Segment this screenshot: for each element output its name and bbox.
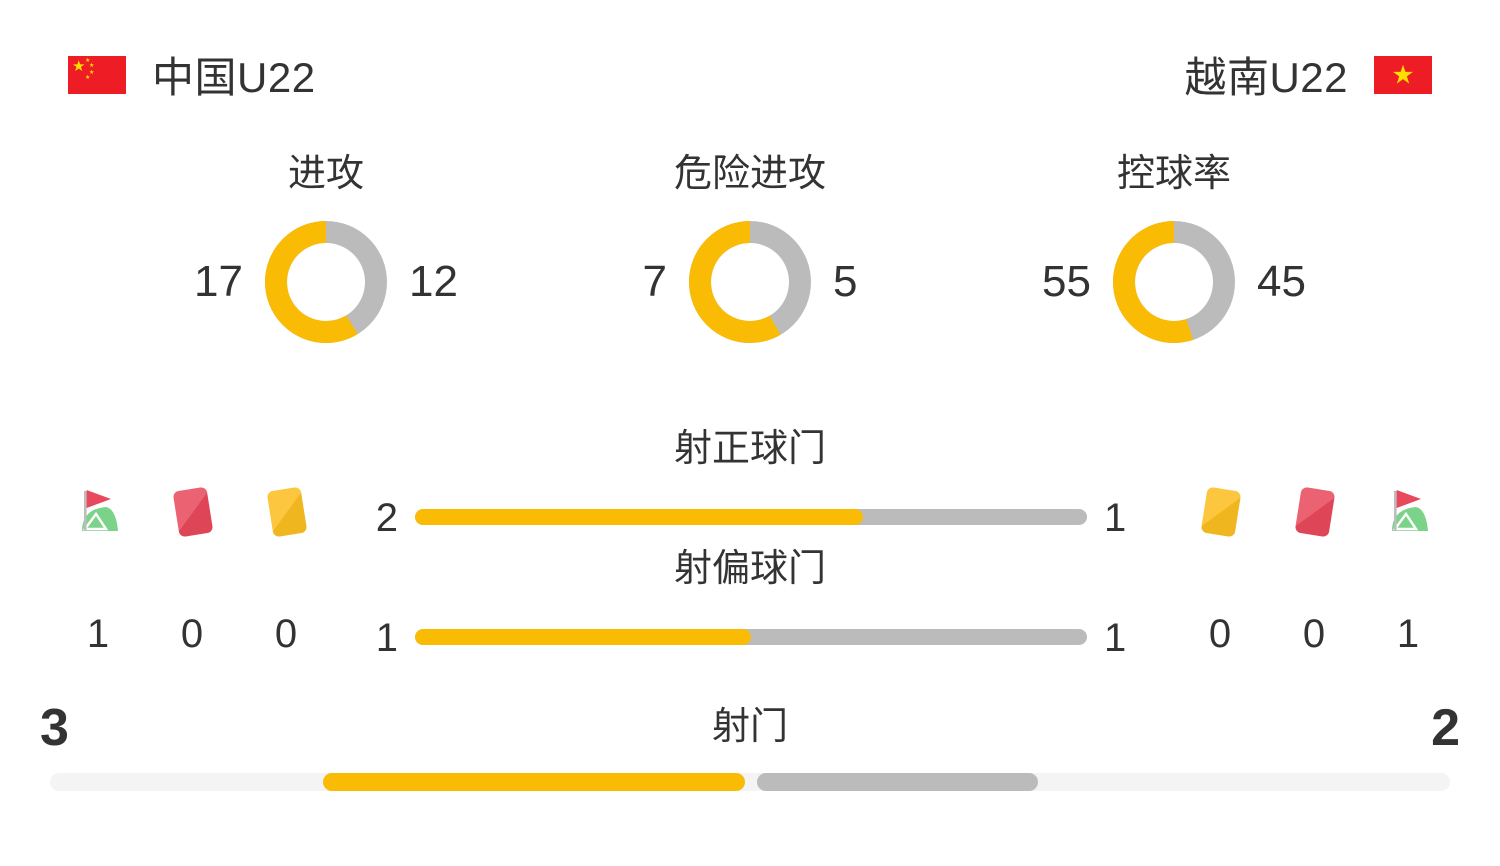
stat-bar-fill: [415, 509, 864, 525]
donut-chart: [265, 221, 387, 343]
away-shots-total: 2: [1431, 699, 1460, 757]
vietnam-flag: ★: [1374, 55, 1432, 94]
home-corners-value: 1: [86, 612, 110, 656]
stat-bar-track: [415, 509, 1087, 525]
stat-away-value: 1: [1104, 616, 1127, 660]
stat-bar-fill: [415, 629, 751, 645]
home-discipline-values: 1 0 0: [72, 614, 312, 654]
donut-stat-attacks: 进攻 17 12: [116, 155, 536, 347]
stat-bar-track: [415, 629, 1087, 645]
donut-home-value: 55: [1042, 257, 1091, 306]
donut-away-value: 5: [833, 257, 858, 306]
donut-stat-possession: 控球率 55 45: [964, 155, 1384, 347]
away-team: 越南U22 ★: [1184, 44, 1432, 105]
away-discipline-values: 0 0 1: [1194, 614, 1434, 654]
donut-home-value: 7: [642, 257, 667, 306]
stat-home-value: 2: [375, 496, 398, 540]
home-team-name: 中国U22: [152, 54, 316, 101]
stat-label: 射门: [711, 706, 788, 748]
donut-stats-row: 进攻 17 12 危险进攻 7 5 控球率 55: [0, 155, 1500, 405]
home-discipline-icons: [72, 483, 312, 539]
stat-row-shots-on-target: 射正球门 2 1: [0, 430, 1500, 540]
away-yellow-cards-value: 0: [1208, 612, 1232, 656]
donut-label: 进攻: [287, 153, 364, 195]
away-discipline-icons: [1194, 483, 1434, 539]
china-flag: ★ ★ ★ ★ ★: [68, 55, 126, 94]
stat-away-value: 1: [1104, 496, 1127, 540]
yellow-card-icon: [1194, 483, 1246, 539]
donut-label: 危险进攻: [673, 153, 826, 195]
shots-bar-fill-home: [323, 773, 745, 791]
corner-flag-icon: [1382, 483, 1434, 539]
yellow-card-icon: [260, 483, 312, 539]
stat-row-shots-off-target: 射偏球门 1 1: [0, 550, 1500, 660]
donut-chart: [1113, 221, 1235, 343]
corner-flag-icon: [72, 483, 124, 539]
stat-label: 射正球门: [673, 428, 826, 470]
shots-bar-fill-away: [757, 773, 1039, 791]
stat-home-value: 1: [375, 616, 398, 660]
home-team: ★ ★ ★ ★ ★ 中国U22: [68, 44, 316, 105]
donut-home-value: 17: [194, 257, 243, 306]
donut-away-value: 45: [1257, 257, 1306, 306]
home-yellow-cards-value: 0: [274, 612, 298, 656]
away-team-name: 越南U22: [1184, 54, 1348, 101]
donut-chart: [689, 221, 811, 343]
stat-label: 射偏球门: [673, 548, 826, 590]
stat-row-shots: 3 射门 2: [0, 700, 1500, 810]
away-red-cards-value: 0: [1302, 612, 1326, 656]
home-shots-total: 3: [40, 699, 69, 757]
match-header: ★ ★ ★ ★ ★ 中国U22 越南U22 ★: [0, 0, 1500, 150]
home-red-cards-value: 0: [180, 612, 204, 656]
away-corners-value: 1: [1396, 612, 1420, 656]
donut-stat-dangerous-attacks: 危险进攻 7 5: [540, 155, 960, 347]
donut-label: 控球率: [1116, 153, 1231, 195]
red-card-icon: [166, 483, 218, 539]
red-card-icon: [1288, 483, 1340, 539]
donut-away-value: 12: [409, 257, 458, 306]
shots-bar-track: [50, 773, 1450, 791]
